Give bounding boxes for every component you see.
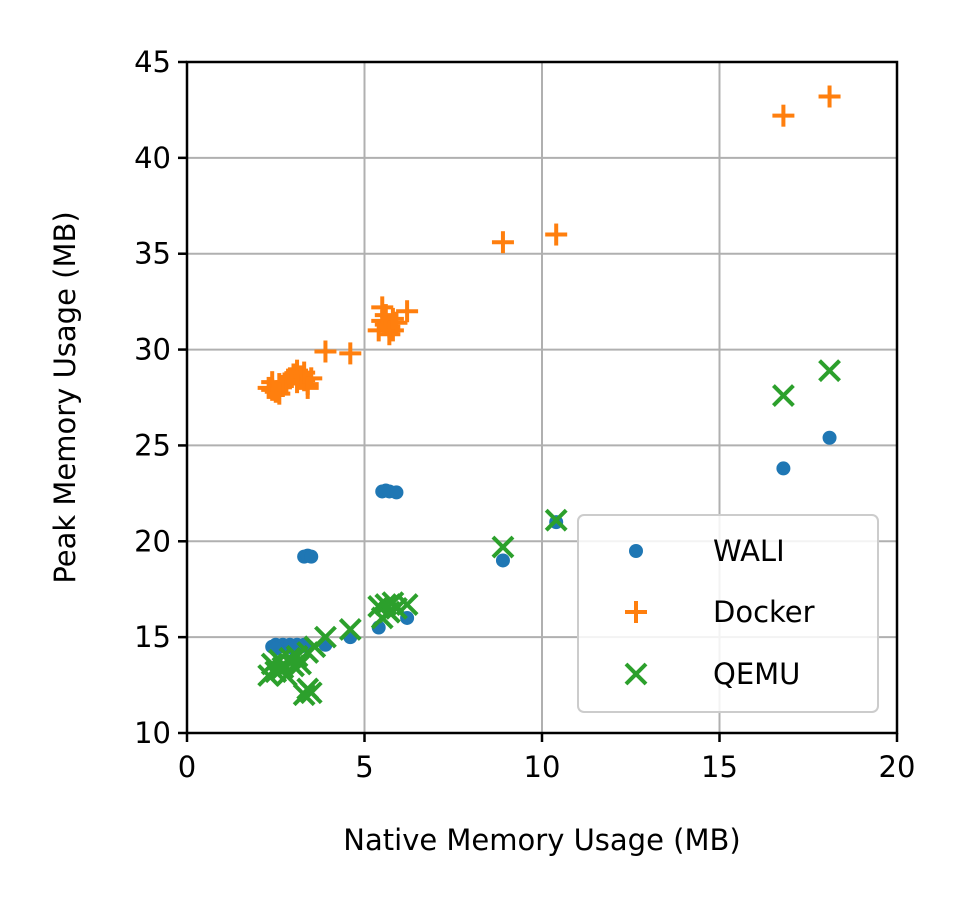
legend-docker-marker [625, 601, 647, 623]
docker-point [268, 382, 291, 405]
wali-point [304, 549, 319, 564]
qemu-point [289, 652, 313, 676]
legend: WALI Docker QEMU [577, 514, 879, 713]
axis-ticks: 0 5 10 15 20 10 15 20 25 30 35 40 45 [134, 45, 915, 784]
y-tick-label: 30 [134, 333, 171, 367]
wali-point [776, 461, 791, 476]
y-tick-label: 45 [134, 45, 171, 79]
docker-point [296, 376, 319, 399]
qemu-point [314, 625, 337, 649]
qemu-point [491, 535, 515, 559]
legend-wali-marker [629, 544, 643, 558]
data-marks [257, 85, 841, 707]
wali-point [822, 430, 837, 445]
x-tick-label: 15 [701, 750, 738, 784]
legend-box [577, 514, 879, 713]
x-tick-label: 10 [524, 750, 561, 784]
docker-point [491, 231, 514, 254]
y-tick-label: 25 [134, 428, 171, 462]
wali-point [495, 553, 510, 568]
docker-point [396, 300, 419, 323]
y-tick-label: 35 [134, 237, 171, 271]
docker-point [339, 342, 362, 365]
x-tick-label: 20 [879, 750, 916, 784]
docker-point [378, 323, 401, 346]
y-tick-label: 15 [134, 620, 171, 654]
docker-point [545, 223, 568, 246]
qemu-point [818, 359, 841, 383]
wali-point [389, 485, 404, 500]
x-tick-label: 5 [355, 750, 373, 784]
y-tick-label: 40 [134, 141, 171, 175]
qemu-point [338, 618, 362, 641]
docker-point [772, 104, 795, 127]
qemu-point [395, 593, 419, 616]
qemu-point [771, 384, 795, 407]
docker-point [293, 361, 316, 384]
x-axis-label: Native Memory Usage (MB) [343, 823, 740, 857]
docker-point [314, 340, 337, 363]
y-tick-label: 10 [134, 716, 171, 750]
y-axis-label: Peak Memory Usage (MB) [48, 211, 82, 583]
legend-qemu-marker [624, 662, 648, 686]
qemu-point [544, 508, 568, 532]
x-tick-label: 0 [178, 750, 196, 784]
legend-docker-label: Docker [713, 595, 815, 629]
legend-qemu-label: QEMU [713, 657, 800, 691]
qemu-point [299, 681, 323, 705]
docker-point [818, 85, 841, 108]
legend-wali-label: WALI [713, 534, 785, 568]
docker-point [381, 307, 404, 330]
y-tick-label: 20 [134, 524, 171, 558]
